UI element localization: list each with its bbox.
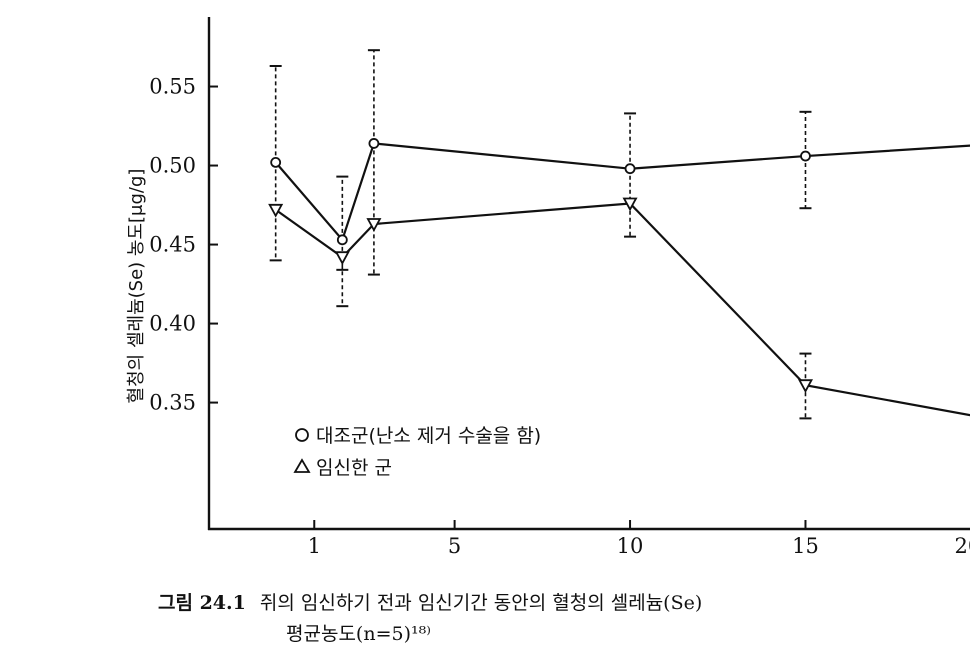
y-ticks: 0.35 0.40 0.45 0.50 0.55 bbox=[149, 75, 218, 415]
y-tick-label: 0.50 bbox=[149, 154, 196, 178]
error-bars bbox=[269, 49, 812, 420]
data-point-circle bbox=[800, 150, 811, 162]
legend-label-control: 대조군(난소 제거 수술을 함) bbox=[316, 425, 541, 447]
y-axis-label: 혈청의 셀레늄(Se) 농도[μg/g] bbox=[126, 169, 147, 404]
legend-label-pregnant: 임신한 군 bbox=[316, 457, 392, 479]
y-tick-label: 0.40 bbox=[149, 312, 196, 336]
data-point-circle bbox=[624, 163, 636, 175]
x-tick-label: 10 bbox=[617, 534, 644, 558]
caption-label: 그림 24.1 bbox=[158, 592, 246, 614]
y-tick-label: 0.55 bbox=[149, 75, 196, 99]
y-tick-label: 0.35 bbox=[149, 391, 196, 415]
y-tick-label: 0.45 bbox=[149, 233, 196, 257]
data-point-triangle bbox=[366, 218, 382, 232]
data-point-circle bbox=[336, 234, 348, 246]
legend-triangle-marker bbox=[293, 458, 311, 473]
data-point-triangle bbox=[334, 251, 350, 266]
data-point-circle bbox=[368, 138, 380, 149]
x-tick-label: 15 bbox=[792, 534, 819, 558]
legend-circle-marker bbox=[295, 428, 309, 442]
data-point-circle bbox=[270, 156, 282, 168]
series-lines bbox=[274, 142, 970, 417]
x-ticks: 15101520 일 bbox=[308, 520, 970, 558]
legend: 대조군(난소 제거 수술을 함) 임신한 군 bbox=[293, 425, 541, 479]
caption-line-1: 쥐의 임신하기 전과 임신기간 동안의 혈청의 셀레늄(Se) bbox=[259, 592, 703, 614]
x-tick-label: 1 bbox=[308, 534, 321, 558]
x-tick-label: 20 일 bbox=[955, 534, 970, 558]
data-point-triangle bbox=[622, 197, 638, 212]
series-line-1 bbox=[274, 142, 970, 243]
caption-line-2: 평균농도(n=5)¹⁸⁾ bbox=[286, 623, 431, 645]
series-markers bbox=[268, 138, 813, 394]
series-line-2 bbox=[275, 202, 970, 417]
figure-caption: 그림 24.1 쥐의 임신하기 전과 임신기간 동안의 혈청의 셀레늄(Se) 평… bbox=[158, 588, 963, 650]
data-point-triangle bbox=[797, 379, 813, 394]
data-point-triangle bbox=[268, 203, 284, 218]
x-tick-label: 5 bbox=[448, 534, 461, 558]
